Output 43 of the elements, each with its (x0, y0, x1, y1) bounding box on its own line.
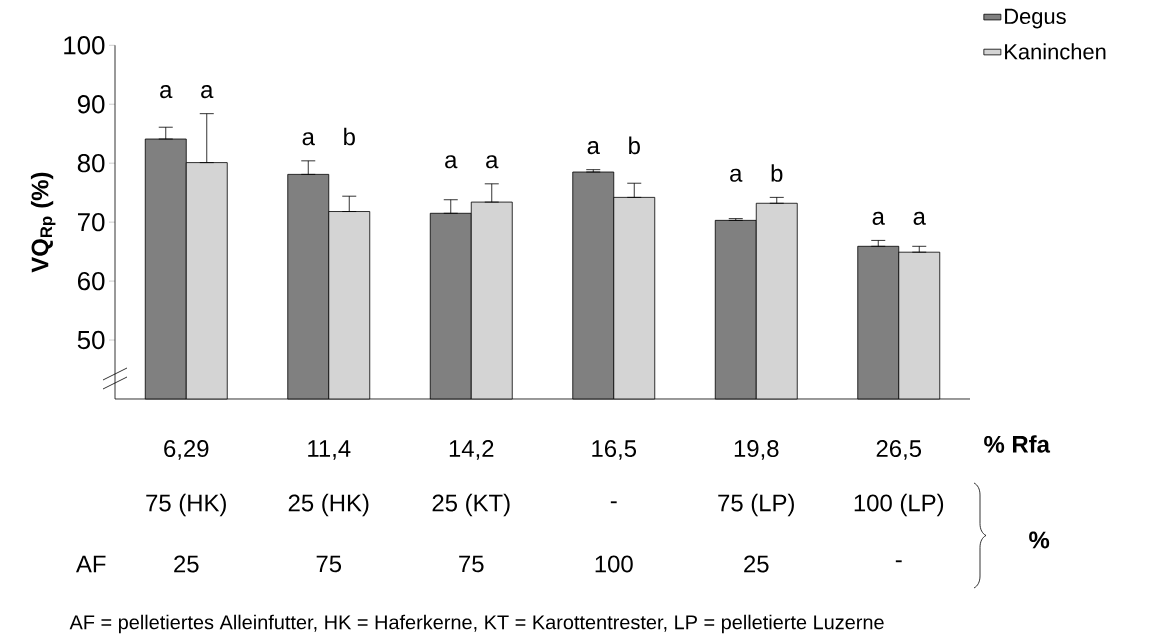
legend-label: Degus (1005, 8, 1066, 29)
x-tick-label: 19,8 (734, 440, 779, 460)
y-axis-title: VQ$_{Rp}$ (%) (30, 172, 56, 273)
y-tick-label: 70 (78, 212, 105, 232)
y-tick-label: 80 (77, 154, 105, 173)
annotation: a (587, 141, 600, 155)
annotation: a (730, 168, 743, 182)
text: 25 (KT) (432, 493, 510, 517)
text: - (610, 501, 617, 504)
text: 75 (459, 555, 484, 573)
annotation: a (913, 211, 926, 225)
annotation: a (201, 85, 214, 99)
text: 100 (595, 555, 633, 573)
text: 75 (HK) (146, 493, 226, 517)
text: % (1029, 531, 1050, 549)
text: 25 (HK) (288, 493, 369, 517)
annotation: a (445, 155, 458, 169)
x-tick-label: 16,5 (592, 440, 637, 460)
x-tick-label: 26,5 (876, 440, 922, 460)
annotation: a (302, 132, 315, 146)
annotation: b (771, 164, 783, 182)
annotation: a (486, 155, 499, 169)
y-tick-label: 100 (64, 36, 105, 55)
text: 25 (174, 555, 199, 573)
text: - (895, 560, 902, 563)
annotation: b (629, 136, 640, 155)
text: AF = pelletiertes Alleinfutter, HK = Haferkerne, KT = Karottentrester, LP = pelletierte Luzerne (69, 614, 884, 634)
y-tick-label: 90 (77, 95, 105, 114)
annotation: b (344, 127, 355, 146)
annotation: a (160, 85, 173, 99)
text: 100 (LP) (854, 493, 944, 517)
y-tick-label: 50 (77, 330, 105, 350)
x-tick-label: 11,4 (308, 440, 351, 460)
x-tick-label: 14,2 (449, 440, 494, 460)
text: % Rfa (984, 435, 1051, 453)
text: 25 (744, 555, 769, 573)
text: AF (75, 555, 106, 573)
x-tick-label: 6,29 (164, 440, 209, 460)
text: 75 (316, 555, 342, 573)
annotation: a (872, 211, 885, 225)
text: 75 (LP) (718, 493, 794, 517)
legend-label: Kaninchen (1005, 43, 1106, 60)
y-tick-label: 60 (77, 271, 105, 291)
